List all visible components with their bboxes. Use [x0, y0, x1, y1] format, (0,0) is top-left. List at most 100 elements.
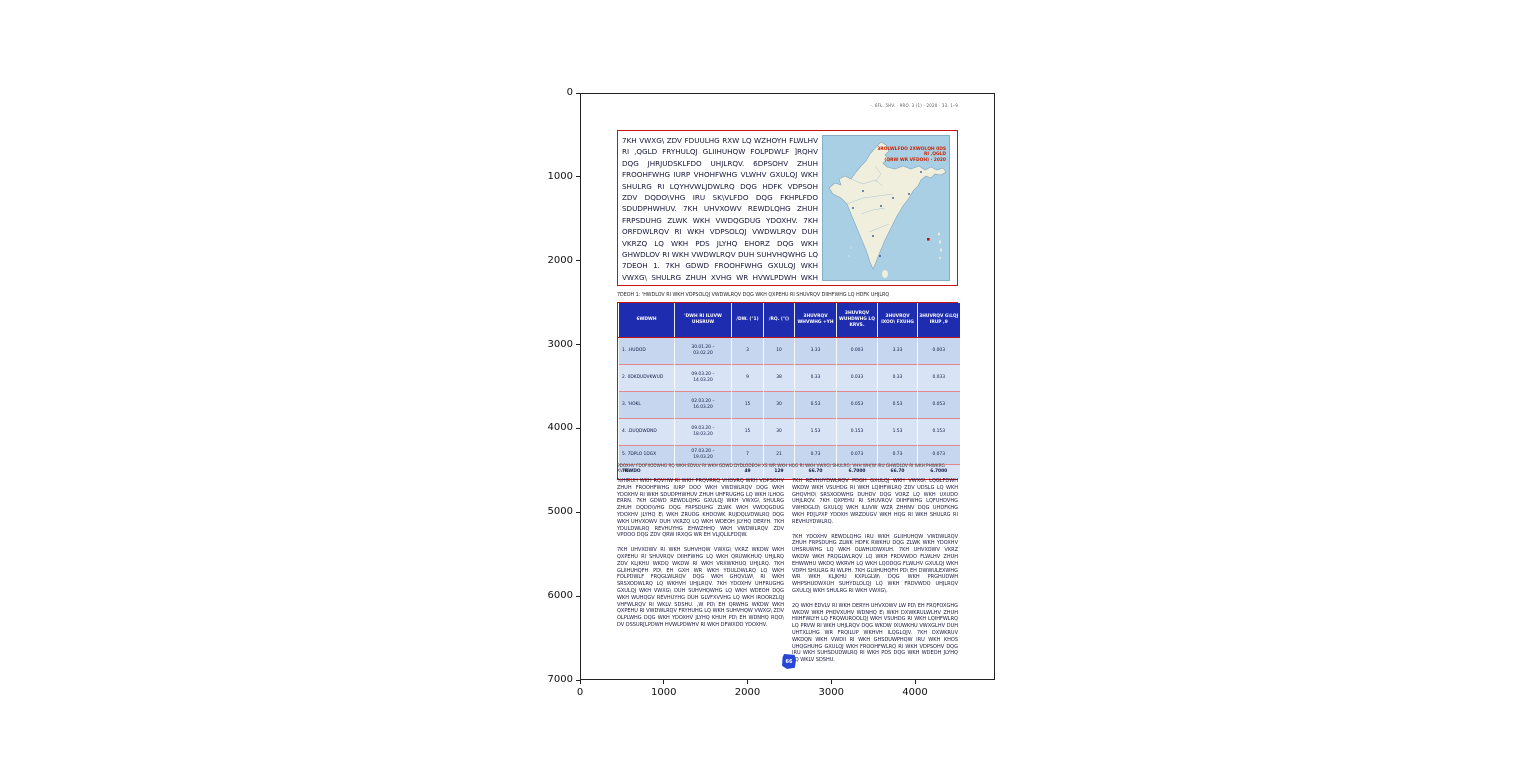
map-title-line2: (QRW WR VFDOH) · 2020: [884, 157, 946, 163]
y-axis-tick: [576, 344, 580, 346]
table-header-cell: 'DWH RI ILUVW UHSRUW: [674, 303, 732, 338]
map-red-marker: [927, 238, 930, 241]
table-cell: 15: [731, 391, 764, 419]
y-axis-tick-label: 5000: [547, 506, 573, 518]
running-header: -. 6FL. 5HV. · 9RO. 3 (1) · 2020 · 33. 1…: [870, 103, 958, 108]
body-paragraph: 7KH UHVXOWV RI WKH SUHVHQW VWXG\ VKRZ WK…: [617, 547, 784, 628]
table-cell: 0.033: [836, 364, 878, 392]
body-paragraph: 2Q WKH EDVLV RI WKH DERYH UHVXOWV LW PD\…: [792, 602, 958, 664]
y-axis-tick: [576, 176, 580, 178]
table-cell: 3.33: [794, 337, 837, 365]
y-axis-tick-label: 4000: [547, 422, 573, 434]
body-paragraph: 7KH YDOXHV REWDLQHG IRU WKH GLIIHUHQW VW…: [792, 533, 958, 594]
table-cell: 1.53: [877, 418, 918, 446]
table-row: 5. 7DPLO 1DGX 07.03.20 – 19.03.20 7 21 0.73 0…: [618, 445, 960, 465]
y-axis-tick-label: 3000: [547, 338, 573, 350]
table-cell: 30: [763, 418, 795, 446]
table-cell: 0.73: [877, 445, 918, 465]
table-cell: 21: [763, 445, 795, 465]
table-cell: 66.70: [877, 464, 918, 479]
y-axis-tick: [576, 511, 580, 513]
table-cell: 2. 0DKDUDVKWUD: [618, 364, 675, 392]
table-cell: 7RWDO: [618, 464, 675, 479]
table-header-cell: /RQ. (°(): [763, 303, 795, 338]
table-cell: 3.33: [877, 337, 918, 365]
table-cell: 66.70: [794, 464, 837, 479]
table-cell: 0.053: [917, 391, 960, 419]
table-cell: 129: [763, 464, 795, 479]
x-axis-tick-label: 4000: [902, 687, 928, 698]
table-row: 3. 'HOKL 02.03.20 – 16.03.20 15 30 0.53 0.053…: [618, 391, 960, 419]
table-cell: 6.7000: [917, 464, 960, 479]
table-title: 7DEOH 1: 'HWDLOV RI WKH VDPSOLQJ VWDWLRQ…: [617, 293, 890, 298]
table-cell: 0.033: [917, 364, 960, 392]
table-header-cell: 3HUVRQV WUHDWHG LQ KRVS.: [836, 303, 878, 338]
x-axis-tick: [747, 680, 748, 684]
table-cell: 09.03.20 – 14.03.20: [674, 364, 732, 392]
table-cell: 9: [731, 364, 764, 392]
y-axis-tick: [576, 679, 580, 681]
table-cell: 02.03.20 – 16.03.20: [674, 391, 732, 419]
x-axis-tick: [830, 680, 832, 684]
table-cell: 1.53: [794, 418, 837, 446]
table-cell: 0.33: [794, 364, 837, 392]
table-cell: 07.03.20 – 19.03.20: [674, 445, 732, 465]
india-landmass: [828, 141, 947, 270]
body-paragraph: 7KH REVHUYDWLRQV PDGH GXULQJ WKH VWXG\ L…: [792, 478, 958, 525]
x-axis-tick: [663, 680, 665, 684]
table-cell: 30: [763, 391, 795, 419]
intro-paragraph: 7KH VWXG\ ZDV FDUULHG RXW LQ WZHOYH FLWL…: [622, 136, 818, 281]
table-row: 4. .DUQDWDND 09.03.20 – 18.03.20 15 30 1.53 0…: [618, 418, 960, 446]
y-axis-tick: [576, 595, 580, 597]
y-axis-tick-label: 7000: [547, 674, 573, 685]
table-header-cell: /DW. (°1): [731, 303, 764, 338]
table-cell: 49: [731, 464, 764, 479]
table-cell: 5. 7DPLO 1DGX: [618, 445, 675, 465]
map-title-line1: 3ROLWLFDO 2XWOLQH 0DS RI ,QGLD: [877, 147, 946, 158]
table-row: 2. 0DKDUDVKWUD 09.03.20 – 14.03.20 9 38 0.33…: [618, 364, 960, 392]
table-cell: 0.53: [794, 391, 837, 419]
x-axis-tick-label: 3000: [818, 687, 844, 698]
body-paragraph: %HIRUH WKH RQVHW RI WKH PRQVRRQ VHDVRQ W…: [617, 478, 784, 539]
table-cell: 0.153: [917, 418, 960, 446]
table-cell: 10: [763, 337, 795, 365]
table-header-cell: 3HUVRQV G\LQJ IRUP ,9: [917, 303, 960, 338]
table-cell: 3: [731, 337, 764, 365]
data-table: 6WDWH 'DWH RI ILUVW UHSRUW/DW. (°1)/RQ. (…: [618, 303, 960, 479]
body-column-right: 7KH REVHUYDWLRQV PDGH GXULQJ WKH VWXG\ L…: [792, 478, 958, 672]
y-axis-tick-label: 0: [566, 87, 573, 98]
table-cell: 0.53: [877, 391, 918, 419]
table-cell: 0.33: [877, 364, 918, 392]
data-table-wrap: 6WDWH 'DWH RI ILUVW UHSRUW/DW. (°1)/RQ. (…: [617, 302, 960, 480]
table-cell: 0.73: [794, 445, 837, 465]
table-cell: 7: [731, 445, 764, 465]
table-cell: 0.053: [836, 391, 878, 419]
body-column-left: %HIRUH WKH RQVHW RI WKH PRQVRRQ VHDVRQ W…: [617, 478, 784, 637]
x-axis-tick: [579, 680, 581, 684]
y-axis-tick-label: 1000: [547, 170, 573, 182]
y-axis-tick: [576, 92, 580, 94]
table-cell: 0.153: [836, 418, 878, 446]
stamp-text: 66: [785, 658, 793, 665]
table-cell: 09.03.20 – 18.03.20: [674, 418, 732, 446]
intro-box: 7KH VWXG\ ZDV FDUULHG RXW LQ WZHOYH FLWL…: [617, 130, 958, 286]
table-header-cell: 3HUVRQV WHVWHG +YH: [794, 303, 837, 338]
table-header-cell: 6WDWH: [618, 303, 675, 338]
plot-axes: -. 6FL. 5HV. · 9RO. 3 (1) · 2020 · 33. 1…: [580, 93, 995, 680]
india-map: 3ROLWLFDO 2XWOLQH 0DS RI ,QGLD (QRW WR V…: [822, 135, 950, 281]
y-axis-tick: [576, 260, 580, 262]
table-cell: 0.073: [836, 445, 878, 465]
table-header-cell: 3HUVRQV IXOO\ FXUHG: [877, 303, 918, 338]
table-cell: 15: [731, 418, 764, 446]
x-axis-tick-label: 1000: [651, 687, 677, 698]
india-map-svg: [823, 136, 949, 280]
table-cell: 1. .HUDOD: [618, 337, 675, 365]
x-axis-tick-label: 2000: [734, 687, 761, 698]
table-cell: 30.01.20 – 03.02.20: [674, 337, 732, 365]
table-cell: 3. 'HOKL: [618, 391, 675, 419]
y-axis-tick-label: 6000: [547, 590, 573, 602]
y-axis-tick: [576, 427, 580, 429]
table-cell: 6.7000: [836, 464, 878, 479]
table-cell: 0.073: [917, 445, 960, 465]
